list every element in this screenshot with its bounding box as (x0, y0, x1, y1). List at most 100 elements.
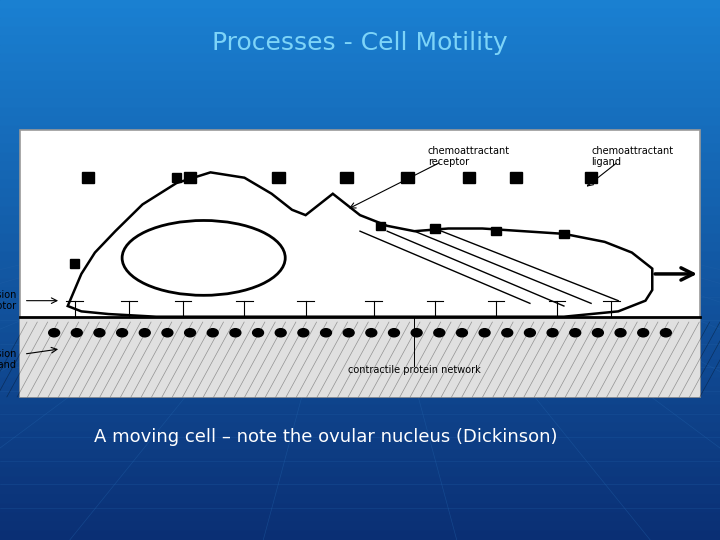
Bar (585, 172, 597, 183)
Bar (0, 225, 720, 234)
Bar (0, 90, 720, 99)
Bar (0, 180, 720, 189)
Bar (0, 306, 720, 315)
Bar (0, 198, 720, 207)
Bar (341, 172, 353, 183)
Bar (0, 207, 720, 216)
Bar (0, 513, 720, 522)
Circle shape (275, 329, 286, 337)
Bar (0, 468, 720, 477)
Text: A moving cell – note the ovular nucleus (Dickinson): A moving cell – note the ovular nucleus … (94, 428, 557, 447)
Bar (0, 495, 720, 504)
Bar (70, 259, 79, 267)
Bar (172, 173, 181, 182)
Bar (272, 172, 284, 183)
Bar (0, 387, 720, 396)
Circle shape (207, 329, 218, 337)
Bar (376, 221, 385, 230)
Bar (184, 172, 196, 183)
Bar (430, 224, 439, 233)
Text: chemoattractant
ligand: chemoattractant ligand (591, 146, 673, 167)
Circle shape (615, 329, 626, 337)
Circle shape (524, 329, 536, 337)
Bar (491, 227, 500, 235)
Circle shape (434, 329, 445, 337)
Bar (0, 117, 720, 126)
Text: adhesion
receptor: adhesion receptor (0, 290, 17, 312)
Circle shape (184, 329, 196, 337)
Bar (510, 172, 523, 183)
Bar (0, 351, 720, 360)
Circle shape (162, 329, 173, 337)
Bar (0, 441, 720, 450)
Bar (0, 414, 720, 423)
Circle shape (71, 329, 82, 337)
Bar (0, 243, 720, 252)
Circle shape (660, 329, 671, 337)
Bar (0, 279, 720, 288)
Bar (559, 230, 569, 238)
Circle shape (49, 329, 60, 337)
Bar (0, 108, 720, 117)
Circle shape (411, 329, 422, 337)
Bar (0, 360, 720, 369)
Bar (0, 378, 720, 387)
Circle shape (480, 329, 490, 337)
Bar (82, 172, 94, 183)
Bar (402, 172, 414, 183)
Bar (0, 459, 720, 468)
Bar (0, 162, 720, 171)
Bar (20, 130, 700, 397)
Circle shape (456, 329, 467, 337)
Bar (0, 153, 720, 162)
Polygon shape (68, 172, 652, 316)
Bar (0, 504, 720, 513)
Bar (463, 172, 475, 183)
Circle shape (389, 329, 400, 337)
Bar (0, 333, 720, 342)
Bar (0, 405, 720, 414)
Text: contractile protein network: contractile protein network (348, 365, 481, 375)
Circle shape (502, 329, 513, 337)
Ellipse shape (122, 220, 285, 295)
Bar (0, 99, 720, 108)
Circle shape (638, 329, 649, 337)
Circle shape (230, 329, 240, 337)
Bar (0, 27, 720, 36)
Bar (0, 63, 720, 72)
Bar (0, 324, 720, 333)
Bar (0, 342, 720, 351)
Bar (0, 135, 720, 144)
Circle shape (570, 329, 580, 337)
Bar (0, 288, 720, 297)
Circle shape (547, 329, 558, 337)
Circle shape (253, 329, 264, 337)
Bar (0, 252, 720, 261)
Bar (0, 531, 720, 540)
Circle shape (366, 329, 377, 337)
Bar (0, 369, 720, 378)
Bar (0, 144, 720, 153)
Circle shape (320, 329, 331, 337)
Bar (0, 522, 720, 531)
Circle shape (94, 329, 105, 337)
Bar (0, 18, 720, 27)
Bar (0, 81, 720, 90)
Circle shape (298, 329, 309, 337)
Bar (0, 486, 720, 495)
Bar (0, 54, 720, 63)
Bar (0, 315, 720, 324)
Bar (0, 423, 720, 432)
Bar (0, 261, 720, 270)
Bar (0, 216, 720, 225)
Text: Processes - Cell Motility: Processes - Cell Motility (212, 31, 508, 55)
Bar (0, 171, 720, 180)
Bar (0, 0, 720, 9)
Bar (0, 450, 720, 459)
Circle shape (140, 329, 150, 337)
Text: chemoattractant
receptor: chemoattractant receptor (428, 146, 510, 167)
Bar (0, 432, 720, 441)
Bar (0, 297, 720, 306)
Bar (0, 477, 720, 486)
Bar (0, 189, 720, 198)
